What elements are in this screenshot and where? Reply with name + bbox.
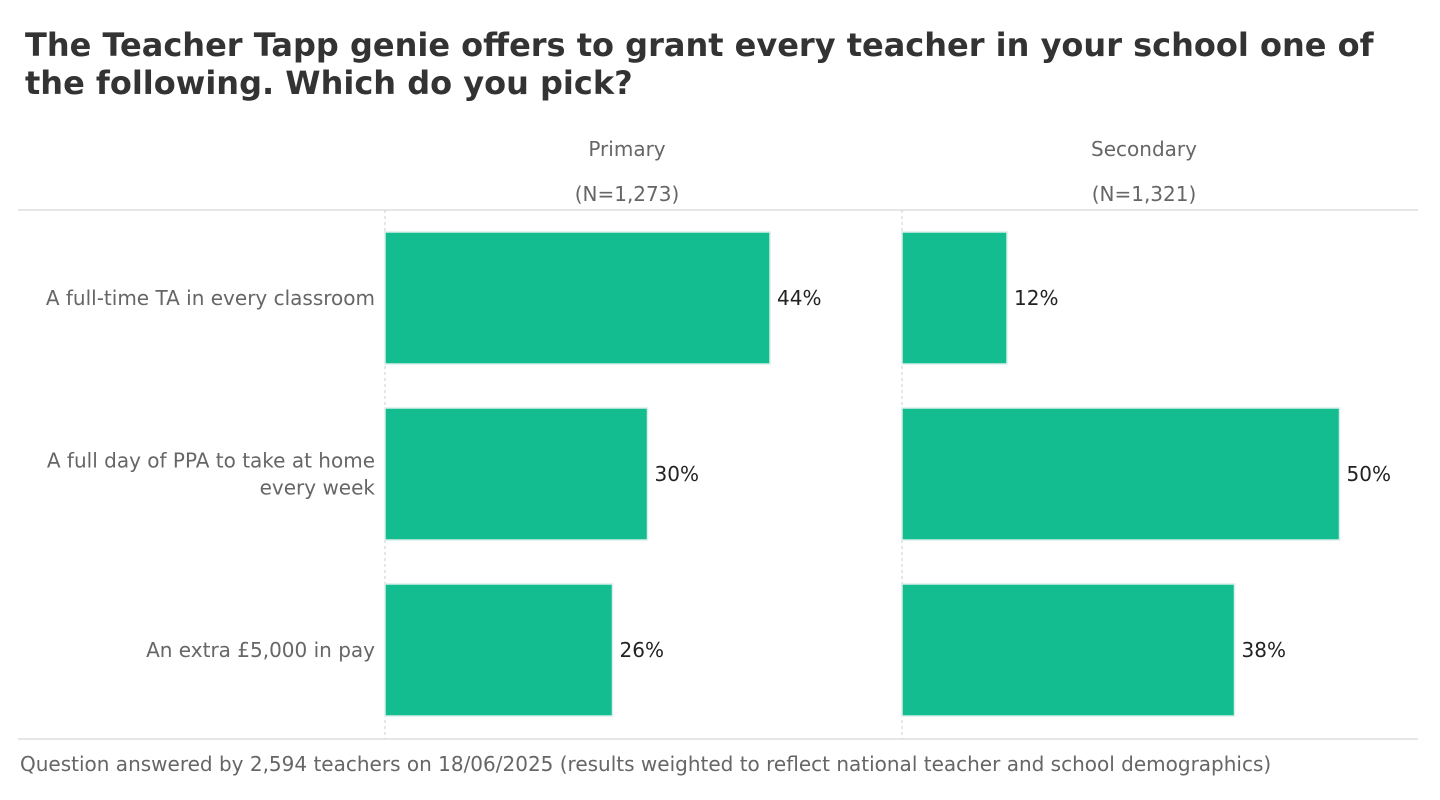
panel-sample-size: (N=1,273)	[575, 182, 680, 206]
chart-title: The Teacher Tapp genie offers to grant e…	[25, 26, 1374, 102]
bar-value-label: 26%	[620, 638, 664, 662]
bar	[901, 407, 1341, 541]
panel-sample-size: (N=1,321)	[1092, 182, 1197, 206]
bar	[901, 231, 1008, 365]
bar-value-label: 12%	[1014, 286, 1058, 310]
category-label: A full-time TA in every classroom	[46, 286, 375, 310]
category-label: An extra £5,000 in pay	[146, 638, 375, 662]
category-label: A full day of PPA to take at home	[47, 449, 375, 473]
bar	[901, 583, 1236, 717]
bar	[384, 231, 771, 365]
panel-title: Primary	[588, 137, 665, 161]
bar-value-label: 50%	[1347, 462, 1391, 486]
panel-title: Secondary	[1091, 137, 1197, 161]
chart-footnote: Question answered by 2,594 teachers on 1…	[20, 752, 1272, 776]
category-label: every week	[260, 476, 376, 500]
bar	[384, 583, 614, 717]
bar-value-label: 38%	[1242, 638, 1286, 662]
bar-value-label: 30%	[655, 462, 699, 486]
bar-value-label: 44%	[777, 286, 821, 310]
bar	[384, 407, 649, 541]
